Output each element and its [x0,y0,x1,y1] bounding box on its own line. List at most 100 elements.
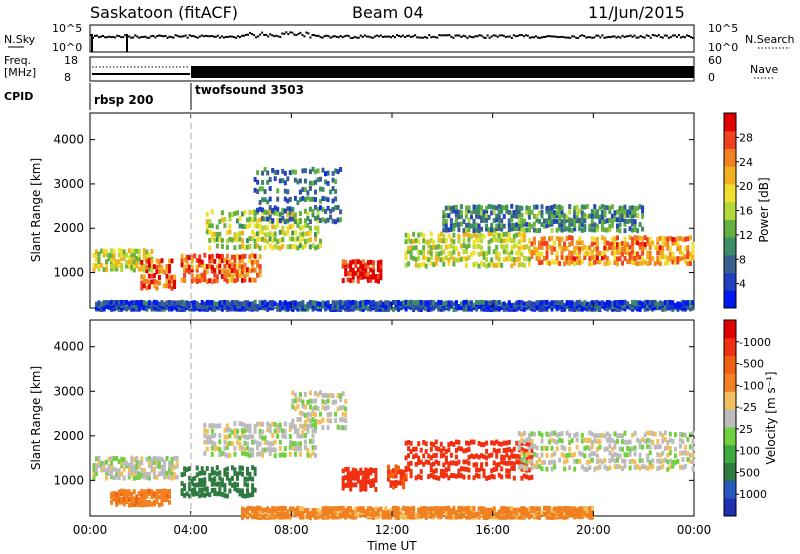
data-cell [628,439,632,445]
data-cell [145,249,149,255]
data-cell [314,412,317,417]
data-cell [273,428,277,434]
data-cell [303,197,307,202]
data-cell [648,460,652,465]
data-cell [527,256,531,262]
data-cell [389,301,393,307]
data-cell [588,213,592,219]
data-cell [155,456,159,462]
data-cell [432,239,436,245]
data-cell [560,452,564,457]
data-cell [286,509,290,515]
cpid-program-2: twofsound 3503 [195,83,304,97]
data-cell [110,299,114,305]
data-cell [618,250,622,256]
data-cell [298,232,302,237]
data-cell [220,451,224,456]
data-cell [407,300,411,305]
nsky-point [691,36,694,39]
data-cell [354,300,358,306]
data-cell [185,268,189,273]
data-cell [454,510,458,515]
data-cell [117,493,121,499]
data-cell [560,219,564,225]
data-cell [447,227,451,233]
data-cell [339,393,343,399]
data-cell [512,461,516,467]
data-cell [681,251,685,257]
data-cell [442,209,446,215]
nsky-point [410,35,413,38]
data-cell [314,424,317,429]
data-cell [520,506,524,511]
colorbar-tick-label: 28 [739,131,753,144]
data-cell [434,255,438,261]
data-cell [424,263,428,269]
data-cell [336,304,340,310]
data-cell [281,243,285,249]
data-cell [422,238,426,244]
data-cell [575,254,579,260]
data-cell [203,439,207,445]
data-cell [278,452,282,458]
data-cell [638,222,642,227]
data-cell [241,304,244,309]
data-cell [281,229,285,235]
colorbar-segment [724,355,736,374]
data-cell [293,169,297,175]
data-cell [442,233,446,239]
data-cell [115,492,119,497]
data-cell [691,300,695,305]
data-cell [527,245,531,251]
data-cell [600,432,604,438]
data-cell [281,207,285,213]
data-cell [429,467,433,473]
data-cell [497,300,501,305]
data-cell [248,301,252,307]
data-cell [520,441,524,446]
data-cell [608,223,612,229]
nsky-point [623,36,626,39]
data-cell [208,439,212,445]
data-cell [454,212,458,218]
data-cell [157,471,161,477]
nsky-point [585,36,588,39]
data-cell [520,300,524,306]
freq-unit-label: [MHz] [4,66,36,79]
data-cell [319,218,322,223]
data-cell [283,170,287,176]
data-cell [105,470,109,476]
data-cell [520,227,524,232]
data-cell [142,274,146,280]
data-cell [555,300,559,305]
nsky-point [689,36,692,39]
data-cell [648,438,652,444]
data-cell [540,300,544,306]
data-cell [605,437,609,443]
data-cell [228,440,232,446]
data-cell [535,247,539,252]
data-cell [397,512,400,518]
data-cell [132,306,136,312]
data-cell [112,494,116,499]
data-cell [110,468,114,474]
data-cell [628,465,632,471]
nsky-point [245,33,248,36]
data-cell [268,305,272,311]
data-cell [321,300,325,306]
data-cell [127,467,131,473]
data-cell [339,425,343,431]
data-cell [467,455,471,460]
data-cell [462,219,466,224]
nsky-point [484,36,487,39]
data-cell [482,473,486,479]
data-cell [173,474,177,480]
y-tick-label: 1000 [53,473,84,487]
data-cell [236,277,239,282]
data-cell [92,267,96,272]
data-cell [477,237,481,243]
nsky-point [468,35,471,38]
colorbar-segment [724,219,736,238]
data-cell [228,301,232,307]
data-cell [545,223,549,229]
